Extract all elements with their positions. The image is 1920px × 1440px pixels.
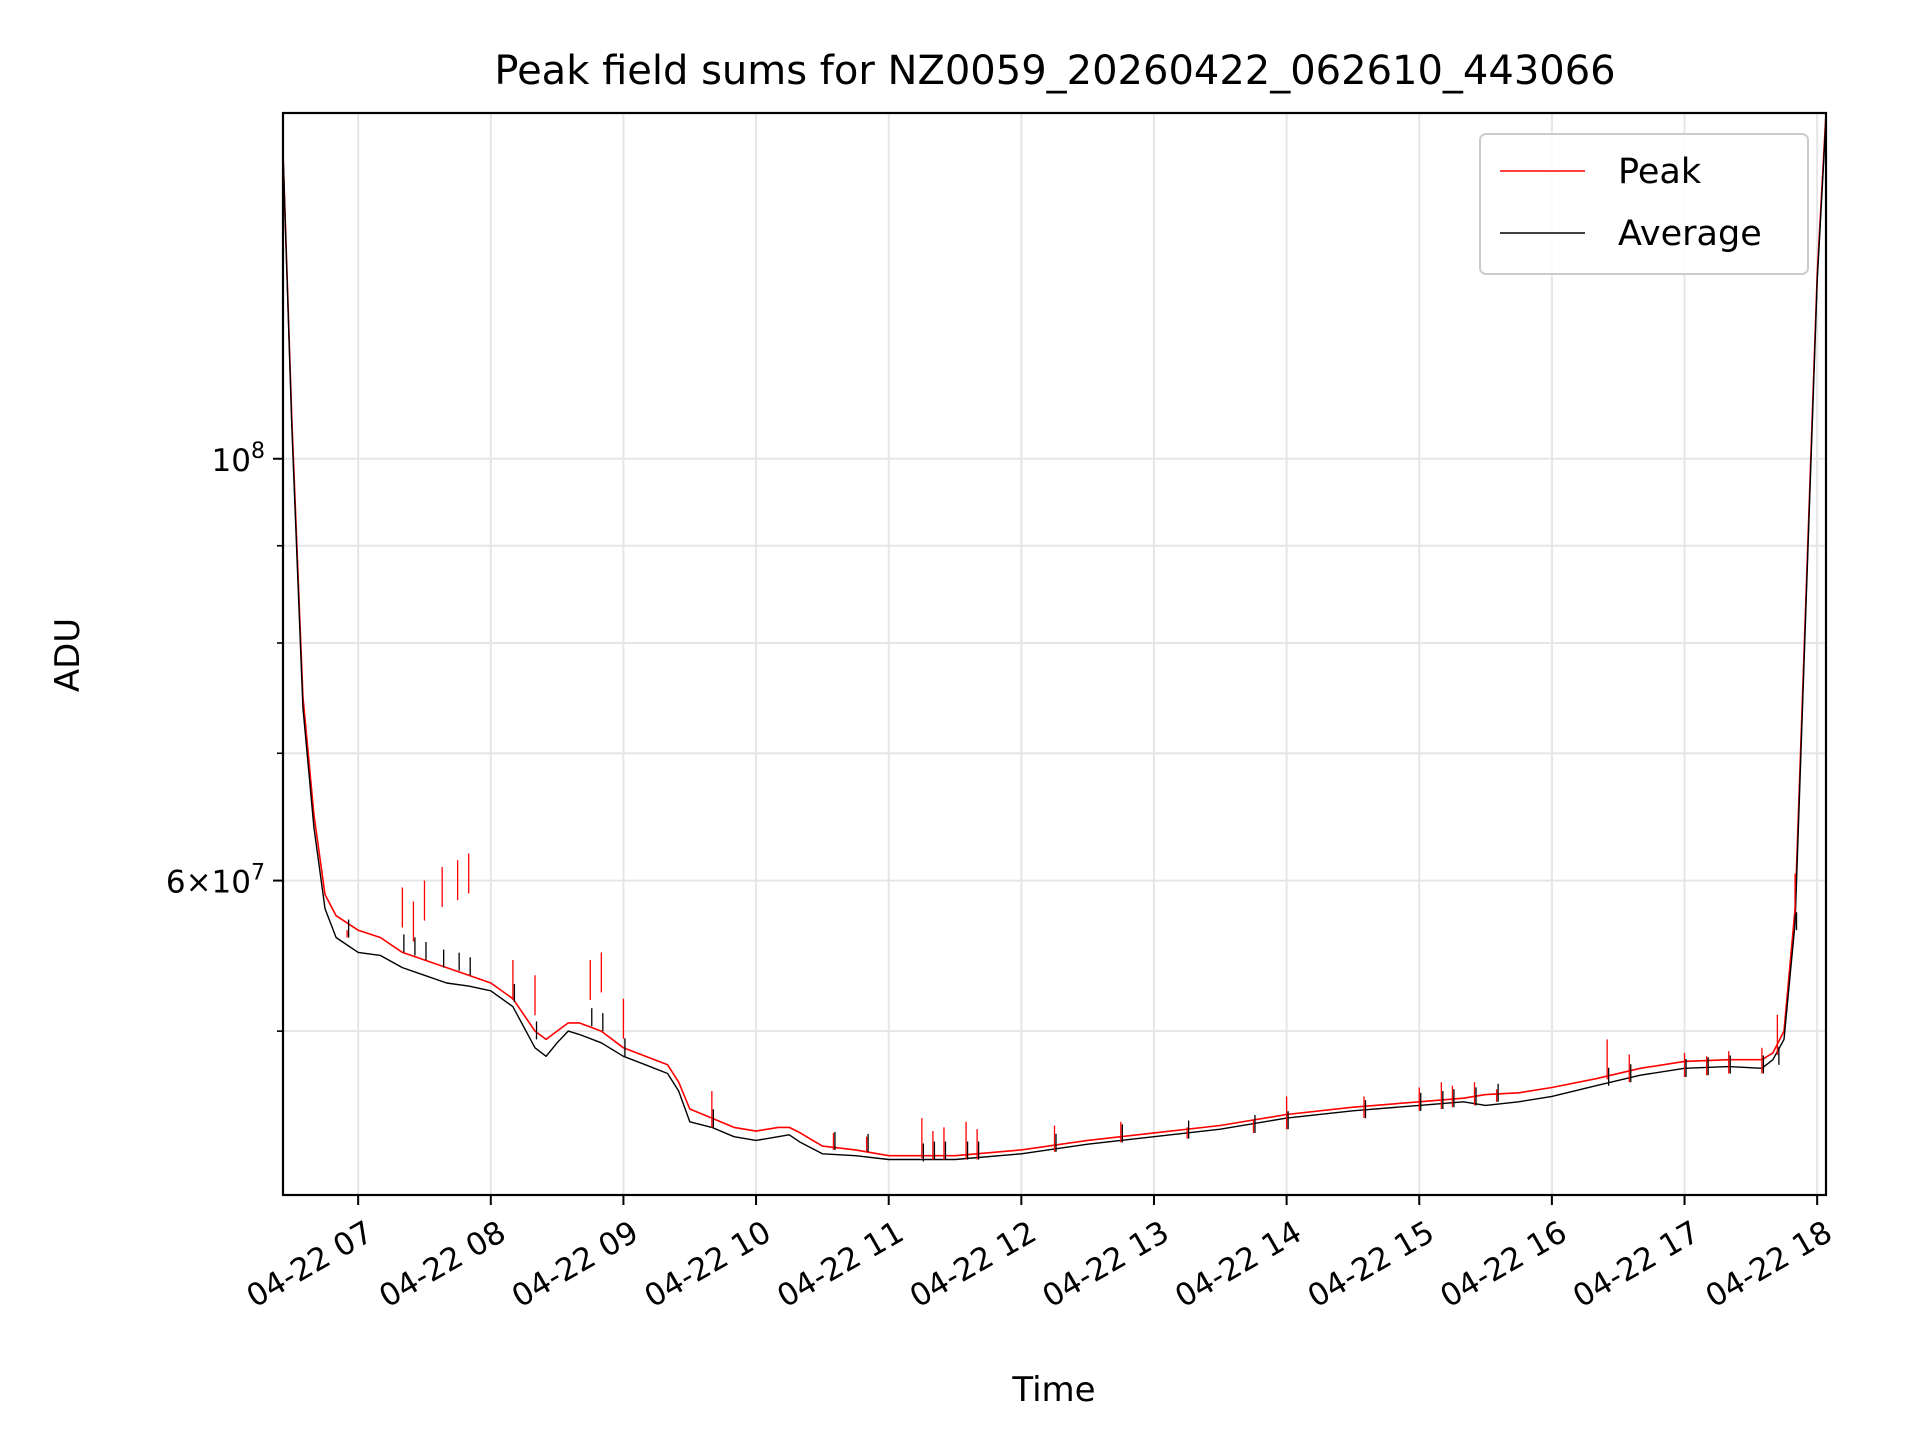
series-line-peak: [282, 112, 1827, 1157]
y-tick-label: 6×107: [166, 861, 265, 901]
series-layer: [282, 112, 1827, 1161]
legend-box: [1479, 133, 1809, 275]
grid: [283, 113, 1826, 1195]
y-axis-label: ADU: [48, 618, 88, 692]
chart-title: Peak field sums for NZ0059_20260422_0626…: [494, 48, 1615, 94]
y-axis: 108 6×107: [166, 439, 283, 1032]
legend-label-peak: Peak: [1618, 152, 1702, 192]
legend-label-average: Average: [1618, 214, 1762, 254]
plot-frame: [281, 111, 1828, 1197]
spike-layer: [346, 853, 1798, 1162]
legend: Peak Average: [1479, 133, 1809, 275]
x-axis-label: Time: [1011, 1370, 1095, 1410]
plot-area: [281, 111, 1828, 1197]
y-tick-label: 108: [212, 439, 265, 479]
series-line-average: [282, 118, 1827, 1161]
